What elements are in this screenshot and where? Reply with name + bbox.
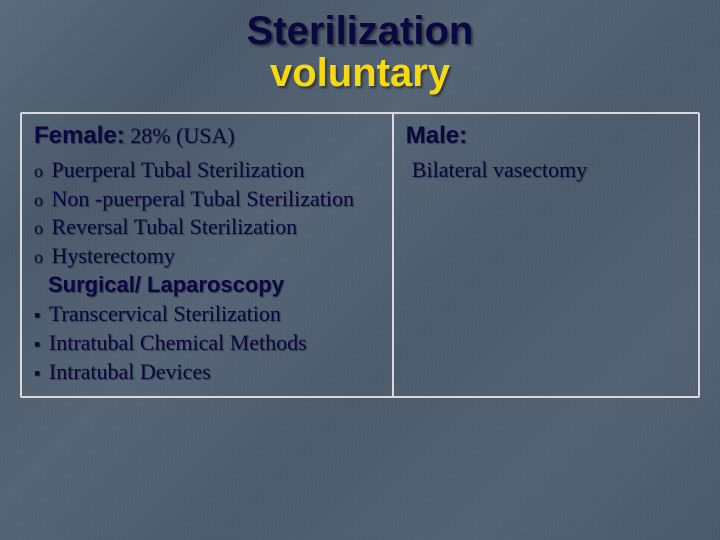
list-item: o Non -puerperal Tubal Sterilization	[34, 185, 380, 214]
surgical-subheader: Surgical/ Laparoscopy	[48, 272, 380, 298]
content-table: Female: 28% (USA) o Puerperal Tubal Ster…	[20, 112, 700, 398]
title-block: Sterilization voluntary	[20, 10, 700, 94]
bullet-o-icon: o	[34, 218, 48, 238]
column-male: Male: Bilateral vasectomy	[394, 114, 698, 396]
bullet-o-icon: o	[34, 247, 48, 267]
list-item-label: Intratubal Devices	[49, 359, 211, 384]
male-header-label: Male:	[406, 122, 467, 149]
list-item-label: Reversal Tubal Sterilization	[52, 214, 298, 239]
list-item-label: Hysterectomy	[52, 243, 175, 268]
column-female: Female: 28% (USA) o Puerperal Tubal Ster…	[22, 114, 394, 396]
bullet-square-icon: ▪	[34, 305, 45, 325]
list-item: ▪ Transcervical Sterilization	[34, 300, 380, 329]
bullet-square-icon: ▪	[34, 363, 45, 383]
bullet-square-icon: ▪	[34, 334, 45, 354]
female-header: Female: 28% (USA)	[34, 122, 380, 150]
slide-title-main: Sterilization	[20, 10, 700, 52]
list-item: ▪ Intratubal Devices	[34, 358, 380, 387]
list-item: o Puerperal Tubal Sterilization	[34, 156, 380, 185]
male-header: Male:	[406, 122, 686, 150]
list-item: o Reversal Tubal Sterilization	[34, 213, 380, 242]
list-item-label: Intratubal Chemical Methods	[49, 330, 307, 355]
list-item-label: Transcervical Sterilization	[49, 301, 281, 326]
list-item: Bilateral vasectomy	[412, 156, 686, 185]
list-item-label: Puerperal Tubal Sterilization	[52, 157, 305, 182]
female-header-stat: 28% (USA)	[125, 123, 235, 148]
bullet-o-icon: o	[34, 190, 48, 210]
list-item: o Hysterectomy	[34, 242, 380, 271]
slide-title-sub: voluntary	[20, 52, 700, 94]
slide: Sterilization voluntary Female: 28% (USA…	[0, 0, 720, 540]
list-item: ▪ Intratubal Chemical Methods	[34, 329, 380, 358]
bullet-o-icon: o	[34, 161, 48, 181]
female-header-label: Female:	[34, 122, 125, 149]
list-item-label: Bilateral vasectomy	[412, 157, 587, 182]
list-item-label: Non -puerperal Tubal Sterilization	[52, 186, 354, 211]
